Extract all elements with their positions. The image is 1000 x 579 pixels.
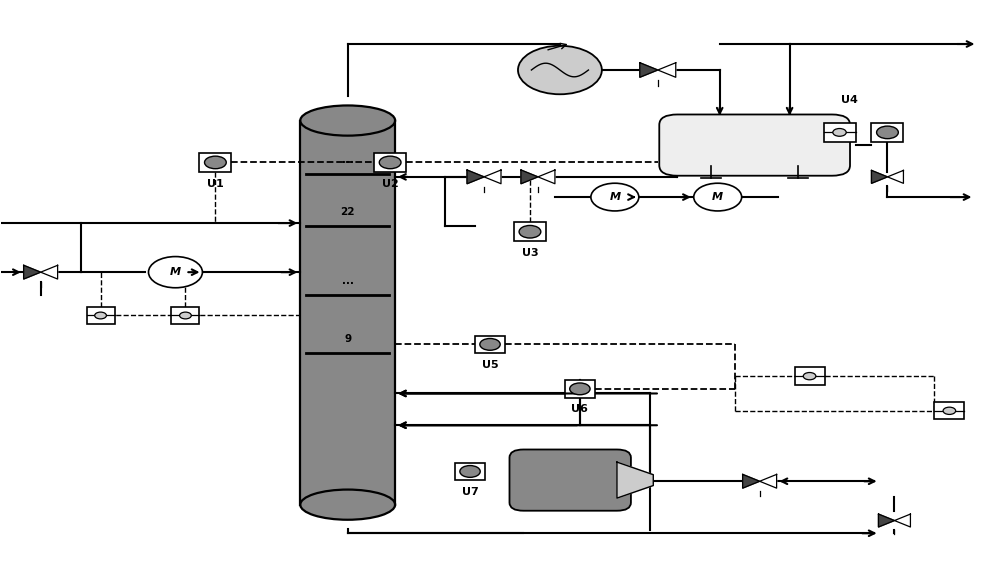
- FancyBboxPatch shape: [509, 449, 631, 511]
- Bar: [199, 153, 231, 171]
- Bar: [795, 368, 825, 385]
- Polygon shape: [24, 265, 41, 279]
- Text: U4: U4: [841, 94, 858, 105]
- Text: U3: U3: [522, 248, 538, 258]
- Bar: [171, 307, 199, 324]
- Circle shape: [943, 407, 956, 415]
- Circle shape: [148, 256, 202, 288]
- Circle shape: [95, 312, 106, 319]
- Circle shape: [877, 126, 898, 139]
- Bar: [455, 463, 485, 480]
- Polygon shape: [878, 514, 894, 527]
- Polygon shape: [484, 170, 501, 184]
- Bar: [514, 222, 546, 241]
- Polygon shape: [894, 514, 910, 527]
- Circle shape: [518, 46, 602, 94]
- Circle shape: [803, 372, 816, 380]
- Bar: [87, 307, 115, 324]
- Circle shape: [519, 225, 541, 238]
- Polygon shape: [41, 265, 58, 279]
- Circle shape: [591, 183, 639, 211]
- Text: U5: U5: [482, 360, 498, 370]
- Text: ...: ...: [342, 276, 354, 286]
- Polygon shape: [640, 63, 658, 77]
- Polygon shape: [743, 474, 760, 488]
- Circle shape: [694, 183, 742, 211]
- Circle shape: [570, 383, 590, 395]
- Polygon shape: [538, 170, 555, 184]
- Text: M: M: [170, 267, 181, 277]
- Bar: [374, 153, 406, 171]
- Polygon shape: [887, 170, 903, 184]
- Circle shape: [205, 156, 226, 168]
- Polygon shape: [871, 170, 887, 184]
- Circle shape: [379, 156, 401, 168]
- Polygon shape: [521, 170, 538, 184]
- Polygon shape: [760, 474, 777, 488]
- Bar: [565, 380, 595, 398]
- Bar: [934, 402, 964, 419]
- Text: U2: U2: [382, 179, 399, 189]
- Text: U1: U1: [207, 179, 224, 189]
- Polygon shape: [617, 462, 653, 498]
- Text: M: M: [712, 192, 723, 202]
- Polygon shape: [467, 170, 484, 184]
- Text: 9: 9: [344, 334, 351, 344]
- Text: U7: U7: [462, 487, 478, 497]
- Text: M: M: [609, 192, 620, 202]
- Bar: [475, 336, 505, 353]
- Circle shape: [833, 129, 846, 136]
- Bar: [300, 120, 395, 505]
- Circle shape: [480, 339, 500, 350]
- Text: ...: ...: [342, 155, 354, 165]
- Circle shape: [460, 466, 480, 477]
- Text: U6: U6: [571, 405, 588, 415]
- Bar: [824, 123, 856, 142]
- Bar: [871, 123, 903, 142]
- Text: 22: 22: [340, 207, 355, 217]
- FancyBboxPatch shape: [659, 115, 850, 175]
- Ellipse shape: [300, 490, 395, 520]
- Polygon shape: [658, 63, 676, 77]
- Ellipse shape: [300, 105, 395, 135]
- Circle shape: [180, 312, 191, 319]
